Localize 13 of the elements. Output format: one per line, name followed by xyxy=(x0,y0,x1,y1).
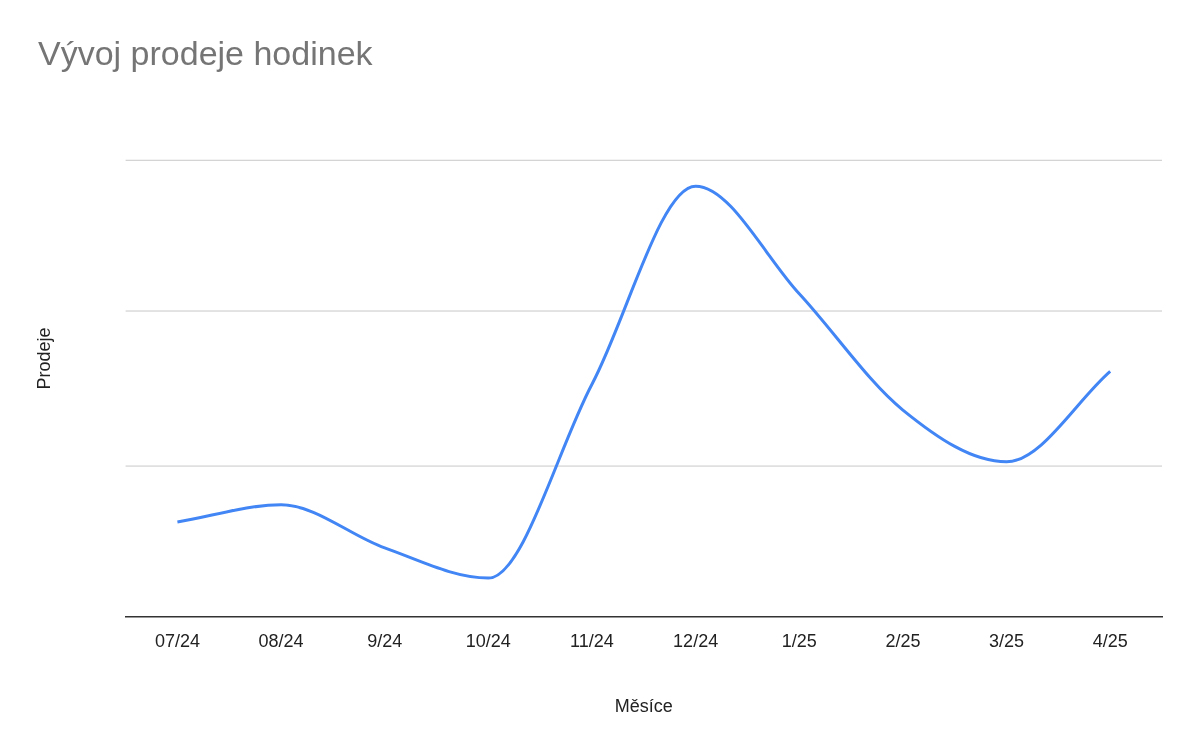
x-tick-label: 07/24 xyxy=(154,630,200,651)
y-axis-title: Prodeje xyxy=(33,327,54,390)
x-tick-label: 08/24 xyxy=(258,630,304,651)
x-tick-label: 4/25 xyxy=(1092,630,1128,651)
x-tick-label: 11/24 xyxy=(570,630,614,651)
x-tick-label: 12/24 xyxy=(673,630,719,651)
x-tick-label: 10/24 xyxy=(465,630,511,651)
x-tick-label: 1/25 xyxy=(781,630,817,651)
x-tick-label: 2/25 xyxy=(885,630,921,651)
x-axis-title: Měsíce xyxy=(614,696,673,717)
x-tick-label: 9/24 xyxy=(367,630,403,651)
chart-title: Vývoj prodeje hodinek xyxy=(38,34,373,73)
x-tick-label: 3/25 xyxy=(989,630,1025,651)
